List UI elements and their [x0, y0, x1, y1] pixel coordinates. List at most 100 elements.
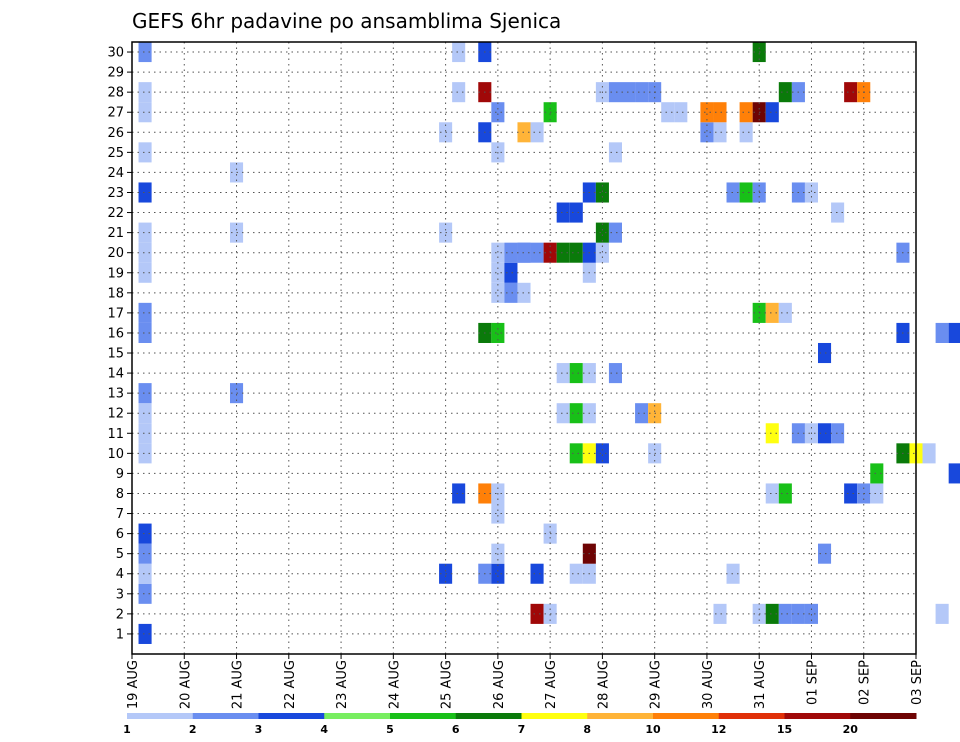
y-tick-label: 19 — [107, 266, 124, 281]
heatmap-cell — [595, 222, 609, 243]
heatmap-cell — [452, 42, 466, 63]
y-tick-label: 25 — [107, 146, 124, 161]
x-tick-label: 31 AUG — [753, 660, 768, 709]
colorbar-swatch — [258, 713, 325, 719]
heatmap-cell — [778, 603, 792, 624]
heatmap-cell — [661, 102, 675, 123]
y-tick-label: 30 — [107, 46, 124, 61]
y-tick-label: 17 — [107, 306, 124, 321]
heatmap-cell — [674, 102, 688, 123]
heatmap-cell — [138, 383, 152, 404]
heatmap-cell — [491, 242, 505, 263]
heatmap-cell — [491, 282, 505, 303]
heatmap-cell — [138, 242, 152, 263]
heatmap-cell — [138, 423, 152, 444]
grid-lines — [132, 42, 916, 654]
heatmap-cell — [635, 403, 649, 424]
heatmap-cell — [556, 403, 570, 424]
heatmap-cell — [635, 82, 649, 103]
heatmap-cell — [491, 503, 505, 524]
y-tick-label: 27 — [107, 106, 124, 121]
plot-frame — [131, 41, 917, 655]
colorbar-swatch — [718, 713, 785, 719]
heatmap-cell — [569, 563, 583, 584]
heatmap-cell — [138, 583, 152, 604]
colorbar-swatch — [324, 713, 391, 719]
heatmap-cell — [765, 102, 779, 123]
heatmap-cell — [138, 142, 152, 163]
heatmap-cell — [608, 222, 622, 243]
heatmap-cell — [778, 82, 792, 103]
colorbar-label: 3 — [255, 723, 263, 736]
heatmap-cell — [935, 322, 949, 343]
y-tick-label: 15 — [107, 347, 124, 362]
heatmap-cell — [504, 242, 518, 263]
colorbar-label: 4 — [320, 723, 328, 736]
heatmap-cell — [504, 282, 518, 303]
colorbar-swatch — [521, 713, 588, 719]
heatmap-cell — [818, 342, 832, 364]
colorbar-swatch — [784, 713, 851, 719]
heatmap-cell — [530, 563, 544, 584]
colorbar-label: 6 — [452, 723, 460, 736]
x-tick-label: 27 AUG — [544, 660, 559, 709]
heatmap-cell — [726, 182, 740, 203]
x-tick-label: 20 AUG — [178, 660, 193, 709]
heatmap-cell — [530, 603, 544, 624]
heatmap-cell — [818, 423, 832, 444]
heatmap-cell — [739, 182, 753, 203]
heatmap-cell — [452, 483, 466, 504]
colorbar-label: 20 — [843, 723, 859, 736]
heatmap-cell — [844, 483, 858, 504]
colorbar-swatch — [455, 713, 522, 719]
y-tick-label: 18 — [107, 286, 124, 301]
heatmap-cell — [569, 242, 583, 263]
colorbar-label: 5 — [386, 723, 394, 736]
heatmap-cell — [556, 242, 570, 263]
heatmap-cell — [138, 443, 152, 464]
heatmap-cell — [138, 262, 152, 283]
x-tick-label: 21 AUG — [231, 660, 246, 709]
heatmap-cell — [765, 603, 779, 624]
y-tick-label: 29 — [107, 66, 124, 81]
heatmap-cell — [804, 182, 818, 203]
heatmap-cell — [831, 423, 845, 444]
heatmap-cell — [138, 302, 152, 323]
heatmap-cell — [556, 363, 570, 384]
heatmap-cell — [608, 82, 622, 103]
y-tick-label: 7 — [116, 507, 124, 522]
heatmap-cell — [530, 242, 544, 263]
heatmap-cell — [138, 322, 152, 343]
colorbar-label: 8 — [583, 723, 591, 736]
heatmap-cell — [739, 122, 753, 143]
heatmap-cell — [517, 282, 531, 303]
heatmap-cell — [765, 302, 779, 323]
y-tick-label: 12 — [107, 407, 124, 422]
heatmap-cell — [491, 262, 505, 283]
colorbar-legend: 1 2 3 4 5 6 7 8 10 12 15 20 — [123, 713, 917, 736]
chart-title: GEFS 6hr padavine po ansamblima Sjenica — [132, 9, 561, 33]
heatmap-cell — [491, 563, 505, 584]
heatmap-cell — [138, 82, 152, 103]
heatmap-cell — [530, 122, 544, 143]
heatmap-cell — [700, 122, 714, 143]
x-tick-label: 03 SEP — [910, 660, 925, 705]
y-tick-label: 5 — [116, 547, 124, 562]
heatmap-cell — [569, 363, 583, 384]
heatmap-cell — [138, 403, 152, 424]
heatmap-cell — [935, 603, 949, 624]
y-axis: 1234567891011121314151617181920212223242… — [107, 46, 132, 642]
colorbar-label: 7 — [518, 723, 526, 736]
heatmap-cell — [844, 82, 858, 103]
heatmap-cell — [138, 182, 152, 203]
heatmap-cell — [138, 222, 152, 243]
heatmap-cell — [595, 443, 609, 464]
y-tick-label: 3 — [116, 587, 124, 602]
y-tick-label: 16 — [107, 326, 124, 341]
heatmap-cell — [948, 322, 960, 343]
x-tick-label: 28 AUG — [596, 660, 611, 709]
colorbar-swatch — [192, 713, 259, 719]
colorbar-swatch — [390, 713, 457, 719]
heatmap-cell — [831, 202, 845, 223]
y-tick-label: 14 — [107, 367, 124, 382]
